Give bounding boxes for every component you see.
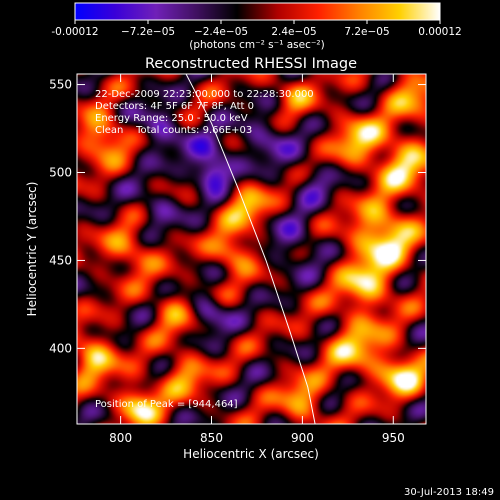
colorbar-tick-label: 0.00012 — [418, 26, 461, 38]
solar-limb-curve — [185, 74, 316, 424]
plot-frame — [76, 73, 427, 425]
y-tick-label: 450 — [49, 253, 72, 267]
colorbar-tick-label: −7.2e−05 — [121, 26, 175, 38]
colorbar-tick-label: 7.2e−05 — [344, 26, 389, 38]
x-tick-label: 900 — [291, 431, 314, 445]
y-tick-label: 550 — [49, 78, 72, 92]
y-tick-label: 400 — [49, 341, 72, 355]
x-tick-label: 800 — [109, 431, 132, 445]
x-axis-label: Heliocentric X (arcsec) — [183, 447, 319, 461]
x-axis: 800 850 900 950 — [109, 74, 405, 445]
heatmap-image — [77, 74, 426, 424]
annotation-line: Energy Range: 25.0 - 50.0 keV — [95, 113, 248, 124]
colorbar — [74, 2, 441, 21]
y-tick-label: 500 — [49, 165, 72, 179]
y-axis-label: Heliocentric Y (arcsec) — [25, 182, 39, 317]
colorbar-tick-label: −2.4e−05 — [194, 26, 248, 38]
colorbar-tick-label: 2.4e−05 — [271, 26, 316, 38]
peak-position-label: Position of Peak = [944,464] — [95, 399, 238, 410]
annotation-line: 22-Dec-2009 22:23:00.000 to 22:28:30.000 — [95, 89, 314, 100]
annotation-block: 22-Dec-2009 22:23:00.000 to 22:28:30.000… — [95, 89, 314, 136]
colorbar-units-label: (photons cm⁻² s⁻¹ asec⁻²) — [189, 39, 324, 51]
chart-title: Reconstructed RHESSI Image — [145, 56, 357, 72]
y-axis: 400 450 500 550 — [49, 78, 426, 355]
colorbar-tick-label: -0.00012 — [51, 26, 98, 38]
x-tick-label: 950 — [382, 431, 405, 445]
x-tick-label: 850 — [200, 431, 223, 445]
colorbar-ticks: -0.00012 −7.2e−05 −2.4e−05 2.4e−05 7.2e−05 0.… — [51, 20, 462, 38]
footer-timestamp: 30-Jul-2013 18:49 — [404, 487, 494, 498]
annotation-line: Clean Total counts: 9.66E+03 — [95, 125, 252, 136]
annotation-line: Detectors: 4F 5F 6F 7F 8F, Att 0 — [95, 101, 254, 112]
